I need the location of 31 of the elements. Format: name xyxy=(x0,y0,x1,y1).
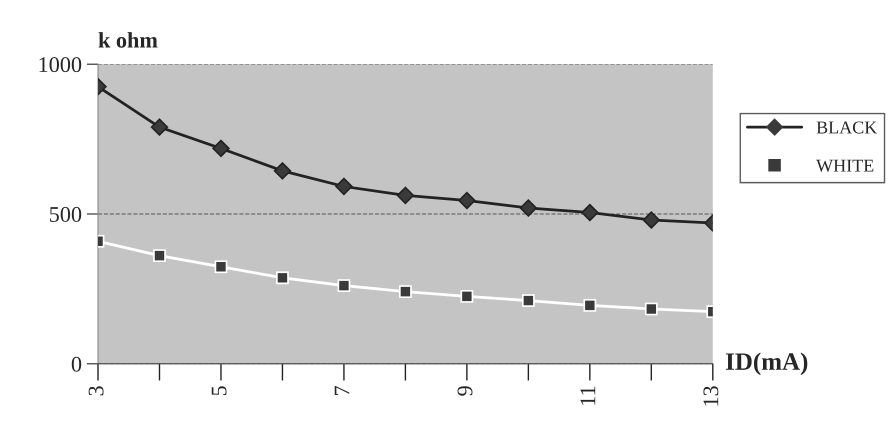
point xyxy=(150,118,168,136)
legend-label: WHITE xyxy=(816,160,874,172)
point xyxy=(274,162,292,180)
y-tick-label: 1000 xyxy=(40,57,82,72)
point xyxy=(396,186,414,204)
point xyxy=(153,249,166,262)
x-tick-label: 5 xyxy=(212,386,227,396)
x-tick-label: 3 xyxy=(88,386,104,396)
point xyxy=(214,260,228,274)
point xyxy=(399,285,412,298)
point xyxy=(460,290,474,303)
point xyxy=(276,271,289,284)
legend-label: BLACK xyxy=(816,121,878,134)
x-tick-label: 7 xyxy=(334,386,350,395)
y-tick-label: 0 xyxy=(72,356,82,372)
y-axis-title: k ohm xyxy=(98,32,158,48)
point xyxy=(522,294,535,307)
point xyxy=(644,302,658,316)
x-tick-label: 11 xyxy=(580,386,596,405)
point xyxy=(458,192,476,210)
point xyxy=(212,140,230,158)
point xyxy=(335,178,353,196)
point xyxy=(520,199,538,217)
x-axis-title: ID(mA) xyxy=(726,352,808,376)
x-tick-label: 9 xyxy=(458,386,472,396)
point xyxy=(581,204,599,222)
point xyxy=(338,279,350,292)
y-tick-label: 500 xyxy=(50,206,82,222)
x-tick-label: 13 xyxy=(703,386,718,406)
point xyxy=(642,211,660,229)
point xyxy=(583,298,596,312)
